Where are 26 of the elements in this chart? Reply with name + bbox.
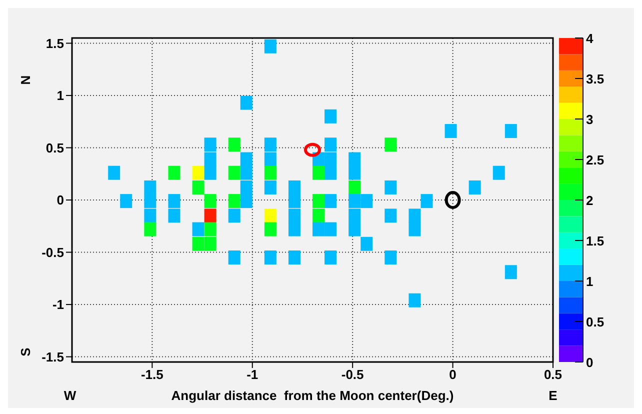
text: W [64,388,77,403]
color-bar-label: 0.5 [586,314,604,330]
color-bar-label: 1.5 [586,234,604,248]
x-tick-label: -1 [246,367,258,382]
y-tick-label: -1.5 [42,349,64,364]
color-bar-label: 4 [586,31,594,46]
y-tick-label: 1 [56,88,64,104]
y-tick-label: -1 [52,297,64,312]
x-tick-label: -0.5 [341,367,364,382]
color-bar-label: 1 [586,274,594,289]
y-tick-label: 0 [56,192,64,208]
color-bar-label: 3.5 [586,72,604,86]
color-bar-label: 3 [586,112,594,127]
color-bar-label: 2 [586,193,594,208]
x-axis-title: Angular distance from the Moon center(Deg.) [171,388,454,403]
text: E [548,388,558,403]
text: S [18,347,33,356]
color-bar-label: 0 [586,355,594,370]
y-tick-label: 0.5 [46,140,64,156]
text: N [18,75,33,85]
y-tick-label: -0.5 [42,244,64,260]
x-tick-label: 0 [449,367,456,382]
x-tick-label: -1.5 [140,367,164,382]
x-tick-label: 0.5 [544,367,562,382]
color-bar-label: 2.5 [586,152,604,168]
y-tick-label: 1.5 [46,36,64,51]
